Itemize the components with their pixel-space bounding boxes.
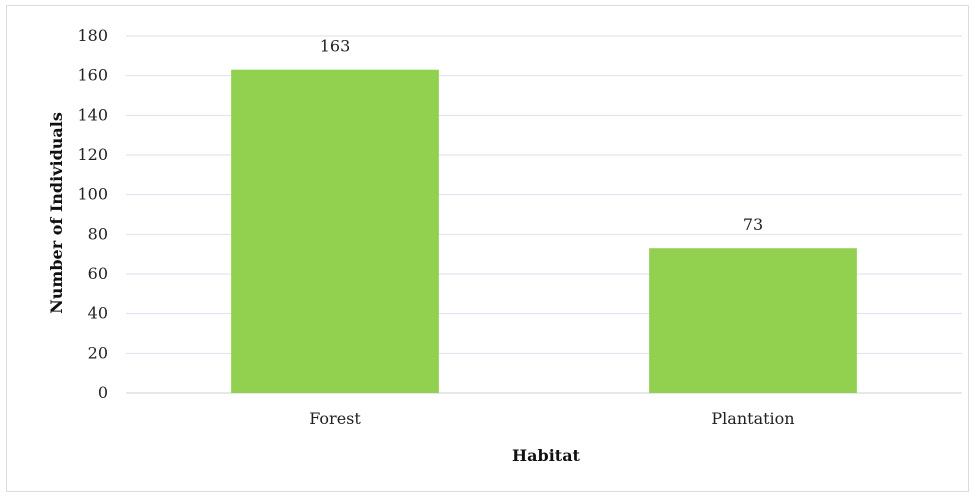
x-axis-title: Habitat	[512, 446, 581, 465]
y-tick-label: 140	[77, 105, 108, 124]
y-axis-ticks: 0 20 40 60 80 100 120 140 160 180	[77, 26, 108, 402]
bar-plantation	[649, 248, 857, 393]
data-labels: 163 73	[320, 37, 763, 234]
bars	[231, 69, 857, 393]
y-tick-label: 80	[88, 224, 108, 243]
data-label: 73	[743, 215, 763, 234]
y-tick-label: 60	[88, 264, 108, 283]
y-axis-title: Number of Individuals	[47, 112, 66, 314]
y-tick-label: 120	[77, 145, 108, 164]
y-tick-label: 20	[88, 343, 108, 362]
y-tick-label: 180	[77, 26, 108, 45]
x-tick-label: Forest	[309, 409, 361, 428]
x-tick-label: Plantation	[711, 409, 794, 428]
y-tick-label: 40	[88, 304, 108, 323]
x-axis-ticks: Forest Plantation	[309, 409, 794, 428]
y-tick-label: 0	[98, 383, 108, 402]
data-label: 163	[320, 37, 351, 56]
bar-forest	[231, 69, 439, 393]
y-tick-label: 100	[77, 185, 108, 204]
y-tick-label: 160	[77, 66, 108, 85]
